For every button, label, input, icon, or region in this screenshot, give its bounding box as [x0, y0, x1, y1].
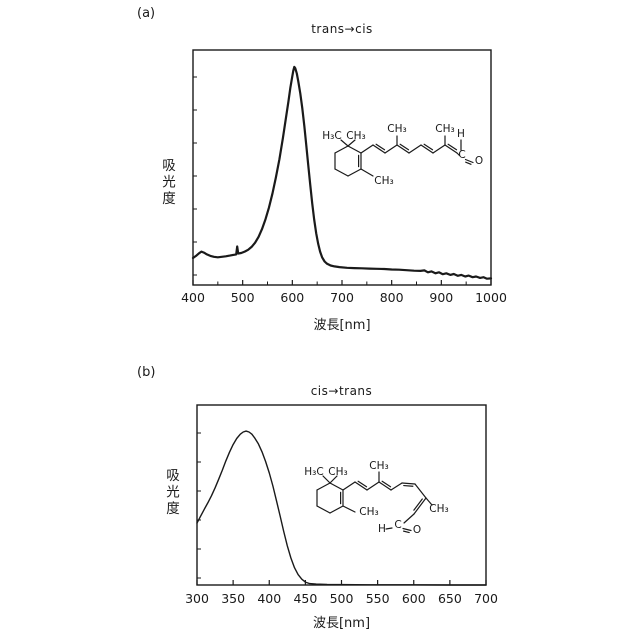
- bond: [334, 145, 349, 154]
- bond: [444, 144, 458, 154]
- x-tick-label: 350: [221, 591, 245, 606]
- bond: [401, 482, 416, 485]
- x-tick-label: 550: [366, 591, 390, 606]
- atom-label-aldehyde_c: C: [458, 149, 465, 161]
- x-tick-label: 650: [438, 591, 462, 606]
- spectrum-plot-a: 400 500 600 700 800 900 1000: [181, 49, 507, 305]
- bond: [384, 144, 398, 154]
- spectrum-curve: [191, 65, 493, 280]
- bond: [465, 161, 472, 165]
- bond: [432, 144, 446, 154]
- atom-label-aldehyde_o: O: [475, 155, 483, 167]
- bond: [342, 481, 356, 491]
- bond: [413, 497, 427, 515]
- atom-label-aldehyde_h: H: [378, 523, 386, 535]
- bond: [366, 481, 380, 491]
- x-tick-label: 600: [280, 290, 304, 305]
- bond: [329, 505, 344, 514]
- x-tick-label: 700: [474, 591, 498, 606]
- x-tick-label: 800: [380, 290, 404, 305]
- atom-label-ring_methyl: CH₃: [374, 175, 393, 187]
- bond: [329, 475, 338, 484]
- x-tick-label: 500: [330, 591, 354, 606]
- bond: [334, 168, 349, 177]
- spectrum-curve: [196, 430, 487, 586]
- atom-label-aldehyde_c: C: [394, 519, 401, 531]
- bond: [464, 158, 474, 164]
- x-axis-label-b: 波長[nm]: [312, 616, 371, 631]
- bond: [414, 483, 427, 499]
- bond: [425, 497, 433, 506]
- bond: [408, 144, 422, 154]
- bond: [354, 481, 368, 491]
- spectrum-plot-b: 300 350 400 450 500 550 600 650 700: [185, 404, 498, 606]
- atom-label-chain_methyl_2: CH₃: [429, 503, 448, 515]
- x-tick-label: 600: [402, 591, 426, 606]
- bond: [360, 144, 374, 154]
- x-tick-label: 400: [257, 591, 281, 606]
- bond: [316, 482, 331, 491]
- bond: [372, 144, 386, 154]
- x-tick-label: 1000: [475, 290, 507, 305]
- bond: [316, 505, 331, 514]
- bond: [347, 168, 362, 177]
- bond: [347, 139, 356, 147]
- bond: [403, 484, 414, 487]
- y-axis-label-b: 吸光度: [163, 468, 179, 518]
- atom-label-gem2: CH₃: [328, 466, 347, 478]
- y-axis-label-a: 吸光度: [159, 158, 175, 208]
- bond: [360, 168, 374, 177]
- atom-label-gem2: CH₃: [346, 130, 365, 142]
- bond: [447, 143, 458, 151]
- x-axis-label-a: 波長[nm]: [313, 318, 371, 333]
- bond: [403, 530, 410, 534]
- x-tick-label: 500: [231, 290, 255, 305]
- bond: [385, 527, 393, 530]
- atom-label-chain_methyl_1: CH₃: [387, 123, 406, 135]
- bond: [403, 513, 415, 524]
- bond: [399, 143, 410, 151]
- panel-label-a: (a): [137, 6, 156, 21]
- atom-label-chain_methyl_2: CH₃: [435, 123, 454, 135]
- bond: [340, 139, 349, 147]
- bond: [357, 480, 368, 488]
- atom-label-gem1: H₃C: [304, 466, 323, 478]
- bond: [378, 481, 392, 491]
- bond: [375, 143, 386, 151]
- bond: [420, 144, 434, 154]
- x-tick-label: 400: [181, 290, 205, 305]
- chart-title-b: cis→trans: [310, 384, 373, 398]
- bond: [413, 498, 423, 511]
- panel-label-b: (b): [137, 365, 156, 380]
- x-tick-label: 700: [330, 290, 354, 305]
- chart-title-a: trans→cis: [311, 22, 373, 36]
- bond: [396, 144, 410, 154]
- atom-label-gem1: H₃C: [322, 130, 341, 142]
- bond: [322, 475, 331, 484]
- x-tick-label: 300: [185, 591, 209, 606]
- atom-label-aldehyde_h: H: [457, 128, 465, 140]
- bond: [347, 145, 362, 154]
- x-tick-label: 450: [293, 591, 317, 606]
- bond: [342, 505, 356, 513]
- atom-label-ring_methyl: CH₃: [359, 506, 378, 518]
- bond: [423, 143, 434, 151]
- atom-label-chain_methyl_1: CH₃: [369, 460, 388, 472]
- atom-label-aldehyde_o: O: [413, 524, 421, 536]
- x-tick-label: 900: [429, 290, 453, 305]
- bond: [402, 527, 412, 532]
- bond: [381, 480, 392, 488]
- bond: [329, 482, 344, 491]
- bond: [390, 482, 403, 491]
